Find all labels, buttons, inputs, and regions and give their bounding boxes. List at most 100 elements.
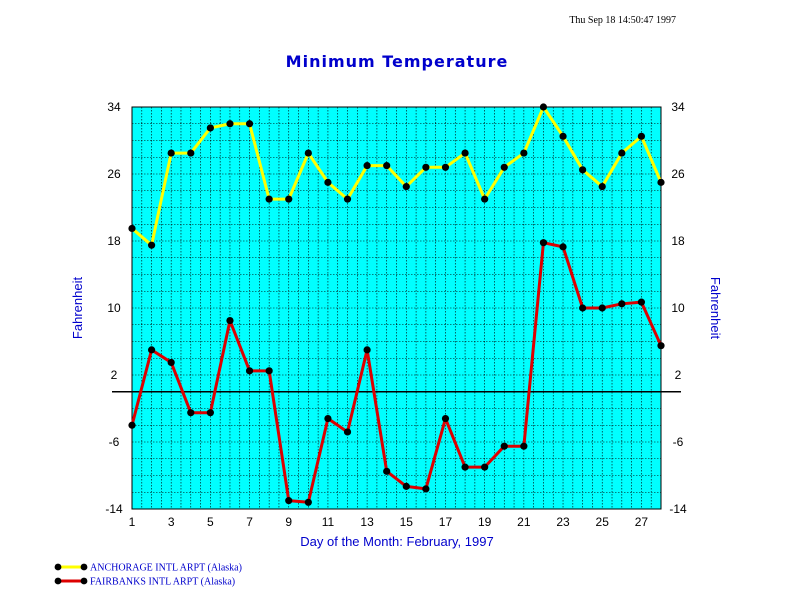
- data-point: [657, 342, 665, 350]
- data-point: [147, 241, 156, 249]
- data-point: [226, 120, 234, 128]
- y-axis-label-right: Fahrenheit: [708, 277, 723, 340]
- series-1: [128, 103, 665, 249]
- data-point: [206, 124, 214, 132]
- data-point: [343, 195, 352, 203]
- x-tick-label: 15: [400, 515, 414, 529]
- data-point: [539, 239, 548, 247]
- data-point: [187, 409, 195, 417]
- data-point: [598, 304, 606, 312]
- y-tick-label-left: -14: [105, 502, 123, 516]
- data-point: [304, 498, 312, 506]
- y-tick-label-right: 2: [675, 368, 682, 382]
- y-tick-label-right: 18: [671, 234, 685, 248]
- data-point: [579, 304, 587, 312]
- legend-label: FAIRBANKS INTL ARPT (Alaska): [90, 577, 235, 588]
- data-point: [245, 367, 254, 375]
- data-point: [500, 442, 508, 450]
- data-point: [285, 195, 293, 203]
- data-point: [324, 178, 332, 186]
- x-tick-label: 1: [129, 515, 136, 529]
- y-tick-label-left: 26: [107, 167, 121, 181]
- data-point: [422, 163, 430, 171]
- data-point: [637, 298, 646, 306]
- x-tick-label: 5: [207, 515, 214, 529]
- x-tick-label: 3: [168, 515, 175, 529]
- x-tick-label: 19: [478, 515, 492, 529]
- data-point: [520, 442, 528, 450]
- y-tick-label-left: -6: [109, 435, 120, 449]
- data-point: [285, 497, 293, 505]
- y-tick-label-left: 10: [107, 301, 121, 315]
- series-line: [130, 241, 663, 504]
- data-point: [500, 163, 508, 171]
- x-tick-label: 17: [439, 515, 453, 529]
- data-point: [422, 485, 430, 493]
- data-point: [324, 414, 332, 423]
- x-tick-label: 21: [517, 515, 531, 529]
- y-tick-label-right: 34: [671, 100, 685, 114]
- y-tick-label-left: 18: [107, 234, 121, 248]
- x-tick-label: 27: [635, 515, 649, 529]
- y-tick-label-right: -14: [669, 502, 687, 516]
- data-point: [461, 149, 469, 157]
- x-axis-label: Day of the Month: February, 1997: [300, 534, 493, 549]
- legend-marker: [80, 563, 88, 571]
- data-point: [481, 195, 489, 203]
- legend-item-2: FAIRBANKS INTL ARPT (Alaska): [54, 577, 235, 588]
- data-point: [559, 132, 567, 140]
- data-point: [657, 178, 665, 186]
- x-tick-label: 11: [322, 515, 335, 529]
- data-point: [441, 163, 450, 171]
- data-point: [383, 162, 391, 170]
- data-point: [206, 409, 214, 417]
- data-point: [539, 103, 548, 111]
- data-point: [167, 358, 175, 367]
- y-tick-label-left: 2: [111, 368, 118, 382]
- y-axis-label-left: Fahrenheit: [70, 277, 85, 340]
- data-point: [187, 149, 195, 157]
- data-point: [363, 346, 371, 354]
- plot-frame: [131, 106, 662, 510]
- grid-lines: [131, 106, 662, 510]
- legend-label: ANCHORAGE INTL ARPT (Alaska): [90, 563, 242, 574]
- y-tick-label-left: 34: [107, 100, 121, 114]
- y-tick-label-right: 26: [671, 167, 685, 181]
- data-point: [226, 316, 234, 325]
- timestamp: Thu Sep 18 14:50:47 1997: [569, 15, 676, 26]
- data-point: [481, 463, 489, 471]
- x-tick-label: 23: [556, 515, 570, 529]
- data-point: [128, 224, 136, 233]
- data-point: [559, 243, 567, 251]
- data-point: [363, 162, 371, 170]
- chart-title: Minimum Temperature: [286, 52, 509, 71]
- data-point: [265, 367, 273, 375]
- y-tick-label-right: -6: [673, 435, 684, 449]
- data-point: [579, 166, 587, 174]
- x-tick-label: 25: [596, 515, 610, 529]
- data-point: [618, 149, 626, 157]
- plot-area: 1 3 5 7 9 11 13 15 17 19 21 23 25 27-14 -14-6 -62 210 101…: [105, 100, 687, 529]
- data-point: [441, 414, 450, 423]
- legend: ANCHORAGE INTL ARPT (Alaska) FAIRBANKS IN…: [54, 563, 242, 588]
- data-point: [128, 421, 136, 429]
- data-point: [304, 149, 312, 157]
- legend-marker: [80, 577, 88, 585]
- legend-marker: [54, 563, 62, 571]
- data-point: [637, 132, 646, 140]
- data-point: [383, 467, 391, 475]
- data-point: [147, 346, 156, 354]
- data-point: [343, 428, 352, 436]
- data-point: [618, 300, 626, 308]
- data-point: [402, 182, 410, 191]
- legend-marker: [54, 577, 62, 585]
- x-tick-label: 7: [246, 515, 253, 529]
- data-point: [265, 195, 273, 203]
- data-point: [245, 120, 254, 128]
- data-point: [520, 149, 528, 157]
- x-tick-label: 13: [360, 515, 374, 529]
- y-tick-label-right: 10: [671, 301, 685, 315]
- series-line: [131, 105, 663, 247]
- x-tick-label: 9: [285, 515, 292, 529]
